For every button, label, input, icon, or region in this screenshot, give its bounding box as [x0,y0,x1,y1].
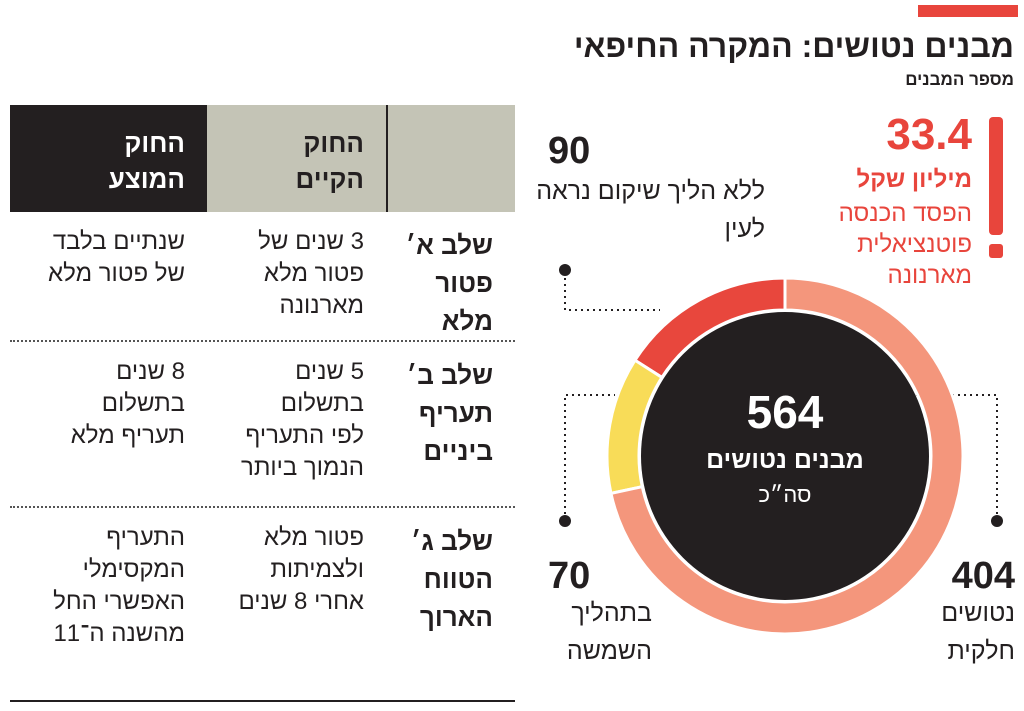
header-bg [10,105,207,212]
row-divider [10,506,515,508]
table-cell: 8 שנים בתשלום תעריף מלא [10,356,185,452]
table-cell: שלב ב׳ תעריף ביניים [396,356,493,470]
header-line: המוצע [108,164,185,194]
table-cell: 3 שנים של פטור מלא מארנונה [207,226,364,322]
total-value: 564 [746,386,824,438]
cell-line: שלב א׳ [405,230,493,260]
cell-line: הארוך [419,602,493,632]
cell-line: האפשרי החל [53,588,185,615]
annotation-line: מארנונה [887,262,972,289]
cell-line: הנמוך ביותר [241,454,364,481]
cell-line: ולצמיתות [270,556,364,583]
cell-line: הטווח [423,564,493,594]
value-label: 90 [548,130,591,172]
annotation-unit: מיליון שקל [856,166,972,193]
cell-line: פטור מלא [263,260,364,287]
cell-line: שלב ב׳ [406,360,493,390]
cell-line: אחרי 8 שנים [238,588,364,615]
bottom-rule [10,700,515,702]
table-cell: שלב א׳ פטור מלא [396,226,493,340]
total-label: מבנים נטושים [706,446,864,474]
leader-dot [991,515,1003,527]
header-bg [207,105,515,212]
value-label: 70 [548,555,591,597]
cell-line: בתשלום [280,390,364,417]
divider [386,105,388,212]
cell-line: שנתיים בלבד [52,228,185,255]
cell-line: המקסימלי [82,556,185,583]
column-header: החוק המוצע [10,125,185,197]
cell-line: 5 שנים [295,358,364,385]
category-label: בתהליך השמשה [566,599,652,665]
cell-line: שלב ג׳ [410,526,493,556]
category-label: נטושים חלקית [941,599,1015,665]
cell-line: תעריף [418,398,493,428]
cell-line: לפי התעריף [245,422,364,449]
leader-line [564,272,660,311]
cell-line: תעריף מלא [70,422,185,449]
donut-center [641,312,929,600]
table-cell: שלב ג׳ הטווח הארוך [396,522,493,636]
cell-line: של פטור מלא [48,260,185,287]
title: מבנים נטושים: המקרה החיפאי [573,28,1014,64]
table-cell: פטור מלא ולצמיתות אחרי 8 שנים [207,522,364,618]
annotation-text: הפסד הכנסה פוטנציאלית מארנונה [839,198,972,291]
cell-line: 8 שנים [116,358,185,385]
annotation-line: פוטנציאלית [857,231,972,258]
cell-line: מארנונה [279,292,364,319]
cell-line: ביניים [423,436,493,466]
table-cell: שנתיים בלבד של פטור מלא [10,226,185,290]
header-line: החוק [124,128,185,158]
cell-line: התעריף [106,524,185,551]
header-line: החוק [303,128,364,158]
table-cell: 5 שנים בתשלום לפי התעריף הנמוך ביותר [207,356,364,484]
annotation-line: הפסד הכנסה [838,200,972,227]
cell-line: בתשלום [101,390,185,417]
donut-segment [609,276,965,636]
cell-line: פטור [435,268,493,298]
cell-line: פטור מלא [263,524,364,551]
leader-dot [559,264,571,276]
leader-dot [559,515,571,527]
category-label: ללא הליך שיקום נראה לעין [536,177,765,243]
cell-line: מהשנה ה־11 [53,620,185,647]
accent-bar [918,5,1018,17]
value-label: 404 [951,555,1015,597]
exclamation [989,244,1003,258]
table: החוק הקיים החוק המוצע שלב א׳ פטור מלא 3 שנים של… [10,105,515,705]
table-cell: התעריף המקסימלי האפשרי החל מהשנה ה־11 [10,522,185,650]
column-header: החוק הקיים [207,125,364,197]
cell-line: מלא [441,306,493,336]
exclamation [989,117,1003,235]
cell-line: 3 שנים של [258,228,364,255]
header-line: הקיים [295,164,364,194]
total-caption: סה״כ [758,482,812,507]
row-divider [10,340,515,342]
subtitle: מספר המבנים [905,70,1014,89]
annotation-value: 33.4 [886,110,972,159]
